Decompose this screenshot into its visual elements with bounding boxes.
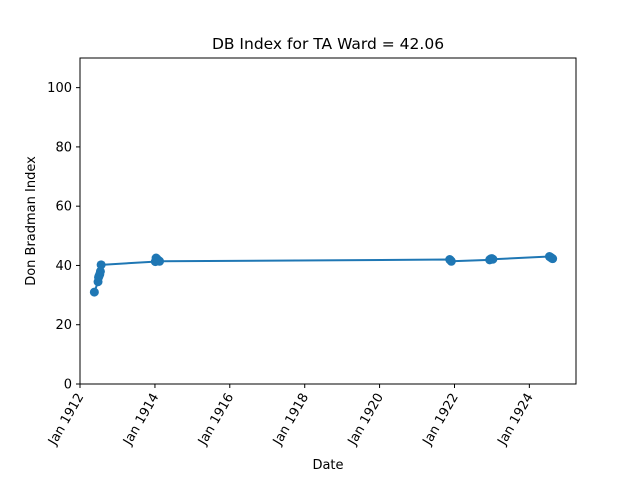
- y-tick-label: 20: [55, 318, 72, 333]
- y-tick-label: 40: [55, 259, 72, 274]
- x-axis-label: Date: [312, 458, 343, 473]
- plot-area: [80, 58, 576, 384]
- data-point: [488, 255, 497, 264]
- y-axis-label: Don Bradman Index: [24, 156, 39, 286]
- chart-title: DB Index for TA Ward = 42.06: [212, 35, 444, 53]
- plot-background: [80, 58, 576, 384]
- y-tick-label: 80: [55, 140, 72, 155]
- y-tick-label: 60: [55, 200, 72, 215]
- data-point: [155, 257, 164, 266]
- y-tick-label: 0: [64, 378, 72, 393]
- data-point: [447, 257, 456, 266]
- data-point: [90, 288, 99, 297]
- data-point: [97, 260, 106, 269]
- data-point: [548, 254, 557, 263]
- y-tick-label: 100: [47, 81, 72, 96]
